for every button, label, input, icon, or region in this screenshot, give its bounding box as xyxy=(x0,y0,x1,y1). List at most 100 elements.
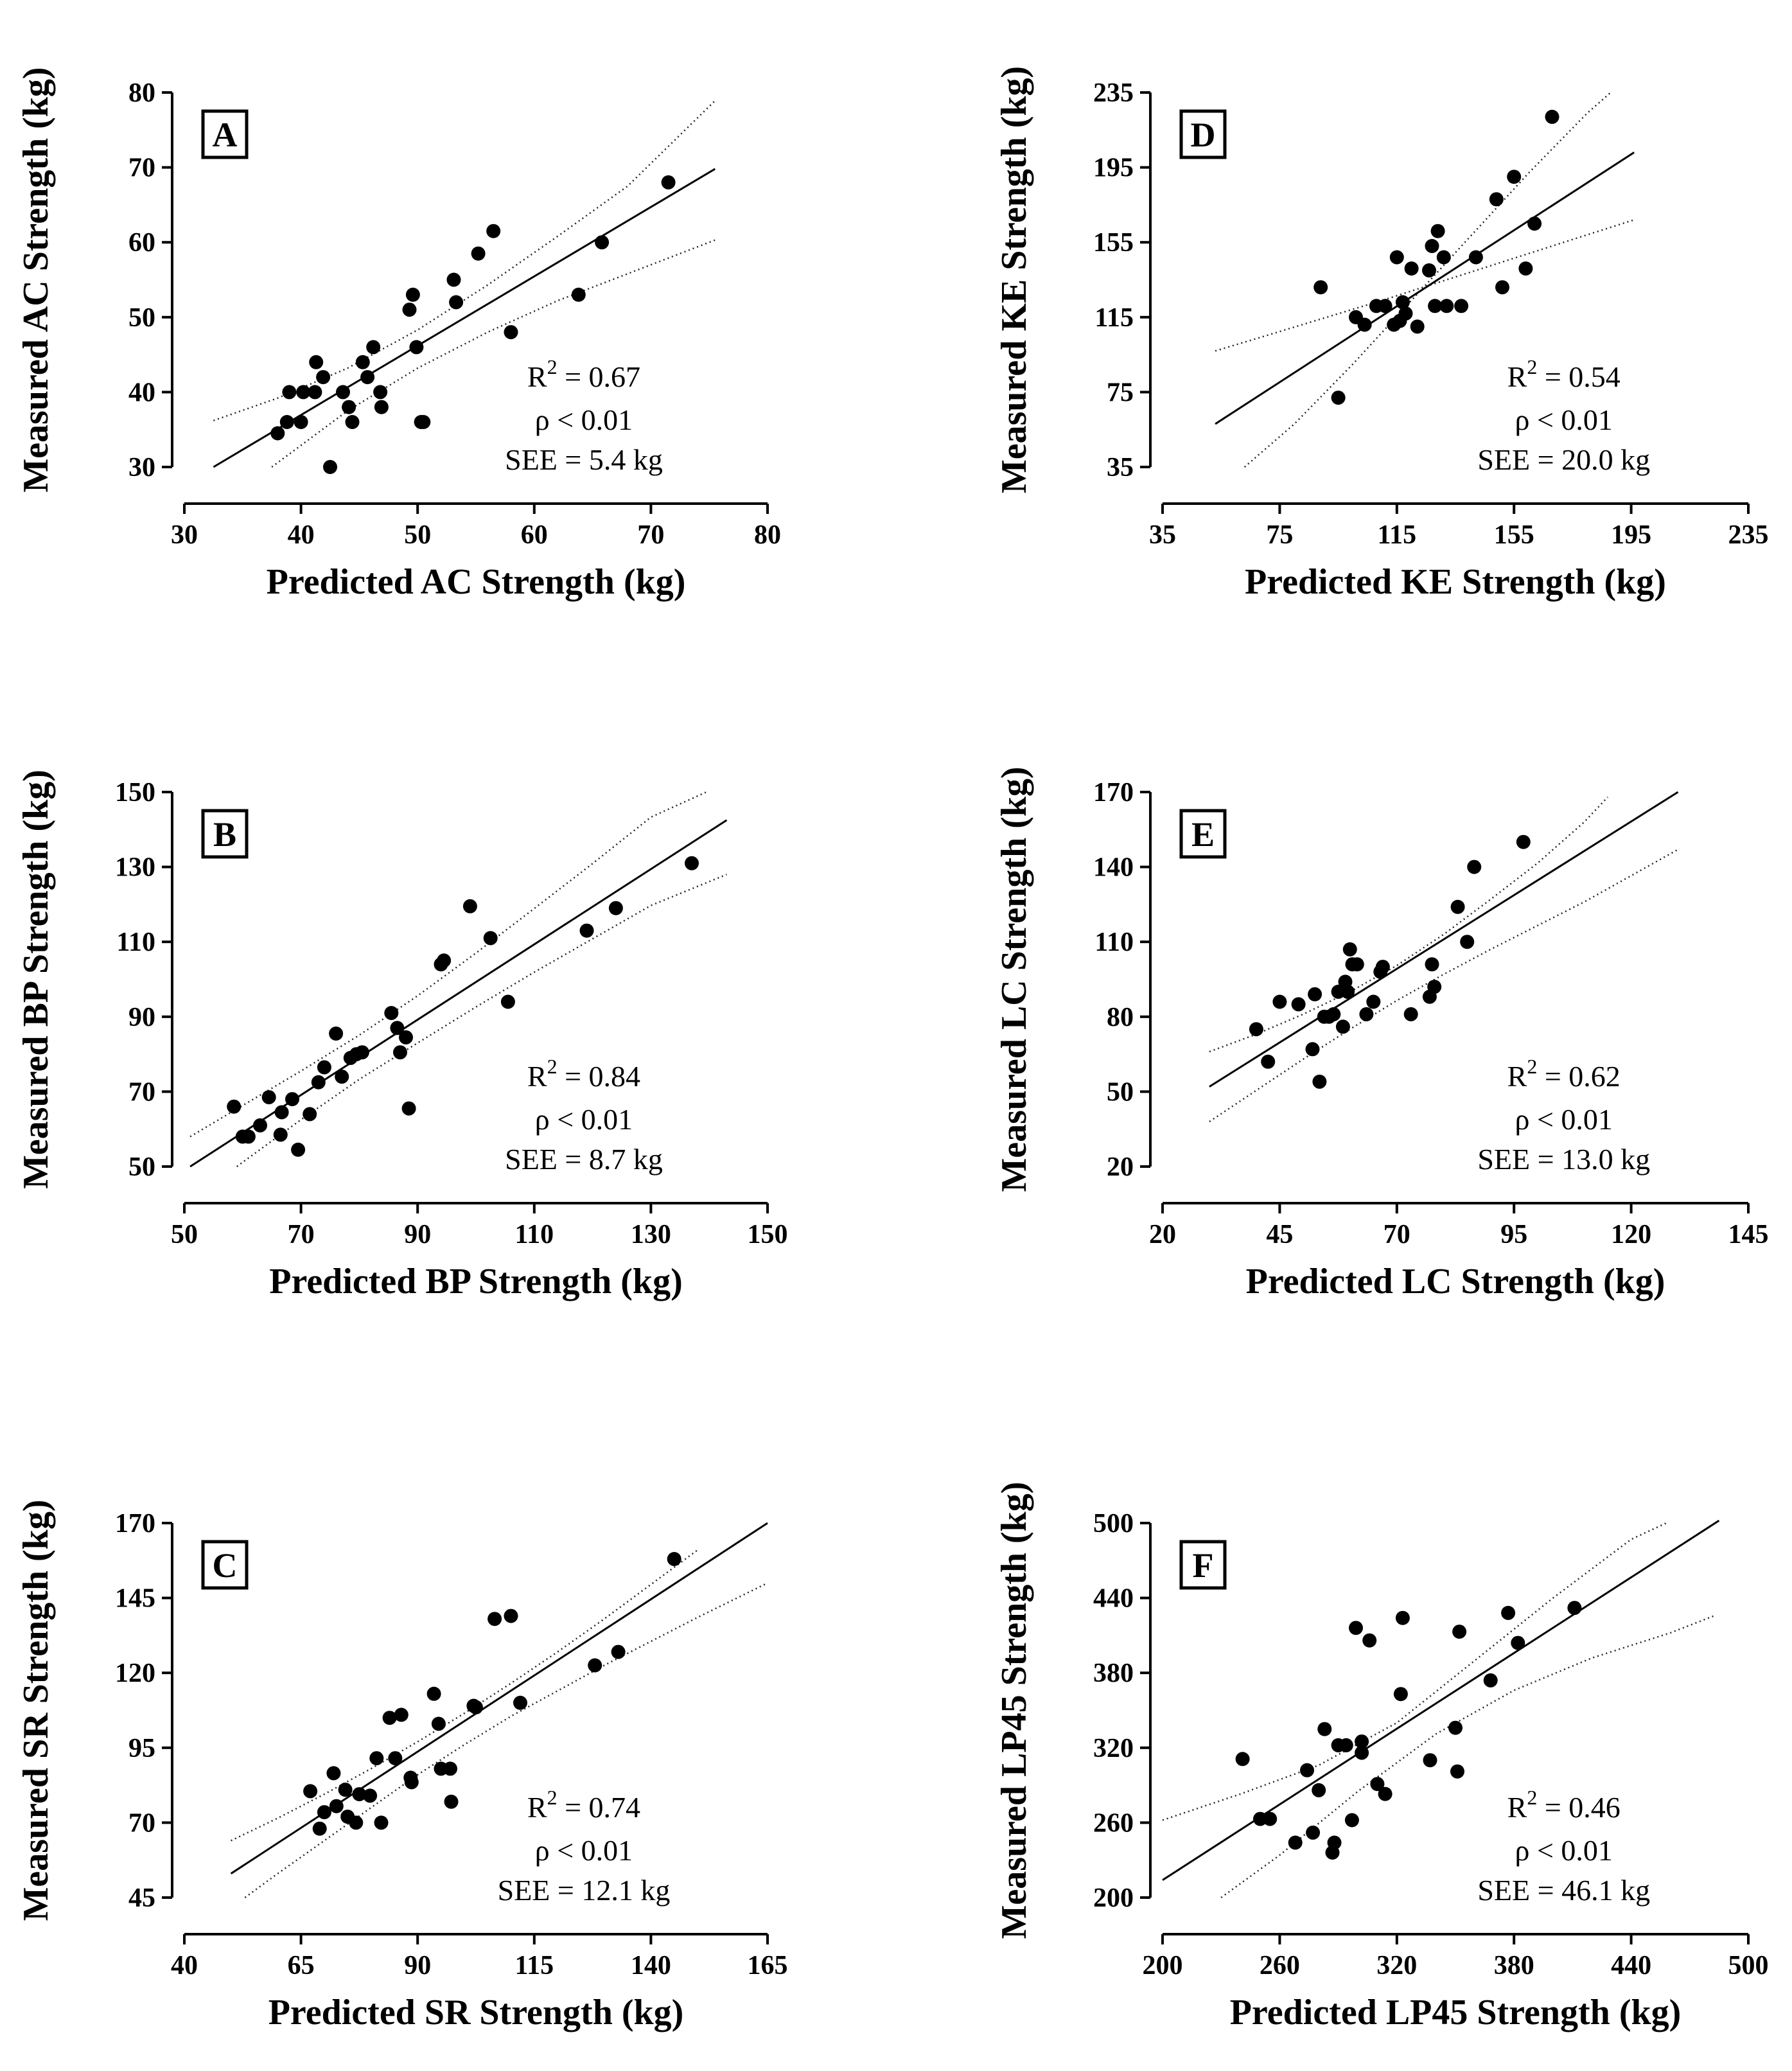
data-point xyxy=(1495,280,1509,295)
r-squared-label: R2 = 0.54 xyxy=(1507,355,1621,393)
data-point xyxy=(323,460,337,474)
data-point xyxy=(1501,1605,1516,1620)
ci-lower-band xyxy=(244,1582,768,1899)
data-point xyxy=(1483,1673,1498,1688)
data-point xyxy=(388,1751,403,1766)
data-point xyxy=(285,1092,299,1107)
ci-lower-band xyxy=(1215,219,1635,352)
regression-line xyxy=(1162,1519,1720,1882)
p-value-label: ρ < 0.01 xyxy=(1515,1834,1613,1867)
data-point xyxy=(273,1127,288,1142)
data-point xyxy=(431,1716,446,1731)
see-label: SEE = 5.4 kg xyxy=(505,443,663,476)
ci-lower-band xyxy=(1220,1614,1716,1899)
p-value-label: ρ < 0.01 xyxy=(1515,1103,1613,1136)
data-point xyxy=(1489,192,1504,207)
data-point xyxy=(1355,1745,1369,1760)
y-tick-label: 235 xyxy=(1093,78,1134,108)
data-point xyxy=(1507,170,1522,184)
x-tick-label: 145 xyxy=(1728,1220,1769,1249)
data-point xyxy=(486,224,501,238)
data-point xyxy=(608,901,623,915)
y-tick-label: 45 xyxy=(128,1883,155,1913)
y-axis-title: Measured SR Strength (kg) xyxy=(16,1500,56,1921)
data-point xyxy=(317,1060,331,1075)
see-label: SEE = 46.1 kg xyxy=(1477,1874,1650,1907)
x-tick-label: 60 xyxy=(521,520,548,550)
data-point xyxy=(296,385,311,400)
y-tick-label: 440 xyxy=(1093,1584,1134,1614)
data-point xyxy=(1448,1720,1463,1735)
data-point xyxy=(1335,1019,1350,1034)
panel-label: D xyxy=(1191,116,1216,154)
data-point xyxy=(1423,1753,1437,1768)
data-point xyxy=(349,1815,364,1830)
regression-line xyxy=(1209,791,1679,1088)
data-point xyxy=(1312,1783,1326,1797)
data-point xyxy=(311,1075,326,1089)
data-point xyxy=(405,287,420,302)
x-tick-label: 50 xyxy=(404,520,431,550)
y-tick-label: 110 xyxy=(116,928,155,957)
y-tick-label: 20 xyxy=(1107,1152,1134,1182)
data-point xyxy=(588,1658,602,1673)
ci-upper-band xyxy=(189,791,707,1138)
data-point xyxy=(404,1775,419,1790)
x-tick-label: 30 xyxy=(171,520,198,550)
x-tick-label: 130 xyxy=(631,1220,671,1249)
data-point xyxy=(462,899,477,913)
data-point xyxy=(279,415,294,429)
data-point xyxy=(366,340,381,355)
r-squared-label: R2 = 0.46 xyxy=(1507,1786,1621,1824)
panel-label-box xyxy=(201,809,249,859)
data-point xyxy=(360,370,375,385)
data-point xyxy=(384,1006,399,1020)
data-point xyxy=(1389,250,1404,265)
y-tick-label: 115 xyxy=(1094,303,1134,333)
ci-lower-band xyxy=(236,874,727,1168)
data-point xyxy=(274,1105,289,1120)
data-point xyxy=(1357,317,1372,332)
x-tick-label: 90 xyxy=(404,1951,431,1980)
data-point xyxy=(1272,994,1287,1009)
data-point xyxy=(316,370,331,385)
y-tick-label: 40 xyxy=(128,378,155,407)
x-tick-label: 235 xyxy=(1728,520,1769,550)
y-tick-label: 140 xyxy=(1093,853,1134,883)
y-tick-label: 50 xyxy=(128,1152,155,1182)
ci-upper-band xyxy=(231,1549,698,1842)
y-tick-label: 90 xyxy=(128,1003,155,1032)
data-point xyxy=(1349,1621,1363,1635)
data-point xyxy=(1439,299,1454,313)
data-point xyxy=(1425,957,1439,972)
ci-upper-band xyxy=(1162,1522,1667,1821)
y-tick-label: 195 xyxy=(1093,154,1134,183)
x-axis-title: Predicted SR Strength (kg) xyxy=(268,1993,684,2032)
data-point xyxy=(393,1045,407,1060)
data-point xyxy=(253,1118,267,1132)
data-point xyxy=(382,1711,397,1725)
data-point xyxy=(303,1107,317,1122)
y-axis-title: Measured KE Strength (kg) xyxy=(994,66,1034,493)
data-point xyxy=(443,1761,457,1776)
regression-line xyxy=(230,1522,768,1874)
data-point xyxy=(426,1686,441,1701)
data-point xyxy=(1339,1738,1353,1752)
y-tick-label: 150 xyxy=(115,778,155,807)
data-point xyxy=(416,415,431,429)
data-point xyxy=(270,426,285,441)
p-value-label: ρ < 0.01 xyxy=(1515,403,1613,436)
data-point xyxy=(329,1027,344,1041)
data-point xyxy=(369,1751,384,1766)
data-point xyxy=(1253,1811,1267,1826)
data-point xyxy=(469,1700,483,1714)
panel-label: F xyxy=(1193,1546,1214,1585)
data-point xyxy=(1428,299,1443,313)
data-point xyxy=(336,385,350,400)
y-axis-title: Measured LP45 Strength (kg) xyxy=(994,1482,1034,1939)
y-tick-label: 70 xyxy=(128,154,155,183)
x-tick-label: 165 xyxy=(748,1951,788,1980)
data-point xyxy=(345,415,360,429)
data-point xyxy=(1312,1074,1327,1089)
y-axis-title: Measured BP Strength (kg) xyxy=(16,770,56,1189)
